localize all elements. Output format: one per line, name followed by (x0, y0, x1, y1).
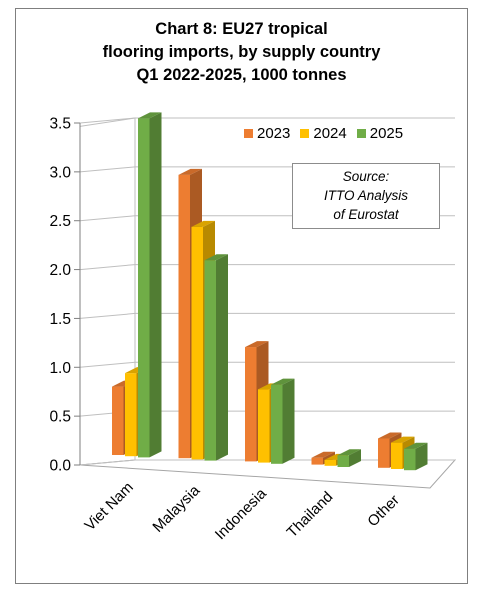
bar-malaysia-2025 (204, 254, 228, 461)
bar-top (378, 432, 402, 439)
legend-swatch-2025 (356, 129, 366, 138)
gridline-side (79, 215, 136, 222)
y-tick-label: 2.5 (49, 213, 71, 230)
bar-front (125, 373, 137, 457)
bar-indonesia-2025 (271, 378, 295, 464)
bar-top (337, 449, 361, 456)
gridline-side (79, 166, 136, 173)
bar-top (178, 168, 202, 175)
bar-top (404, 442, 428, 449)
bar-front (337, 455, 349, 467)
gridline-side (79, 264, 136, 271)
bar-front (404, 448, 416, 471)
gridline-side (79, 361, 136, 368)
bar-front (258, 389, 270, 463)
bar-side (415, 442, 428, 471)
gridline-side (79, 459, 136, 466)
source-line-3: of Eurostat (333, 207, 399, 222)
y-tick-label: 1.5 (49, 311, 71, 328)
x-tick-label-other: Other (364, 492, 403, 531)
y-axis-ticks: 0.0 0.5 1.0 1.5 2.0 2.5 3.0 3.5 (49, 116, 81, 475)
legend-item-2025: 2025 (356, 125, 404, 142)
bar-top (311, 451, 335, 458)
y-tick-label: 3.5 (49, 116, 71, 133)
bar-side (216, 254, 228, 461)
bar-top (138, 112, 162, 119)
y-tick-label: 2.0 (49, 262, 71, 279)
legend-swatch-2023 (244, 129, 253, 138)
bar-top (245, 341, 269, 348)
source-line-2: ITTO Analysis (323, 188, 409, 203)
bar-side (149, 112, 162, 458)
gridline-side (79, 117, 136, 124)
bar-front (324, 459, 336, 466)
bar-front (178, 174, 190, 459)
bars (112, 112, 428, 471)
legend-label-2023: 2023 (257, 125, 291, 142)
chart-title-line-1: Chart 8: EU27 tropical (155, 20, 328, 38)
bar-top (204, 254, 228, 261)
gridline-side (79, 312, 136, 319)
legend-item-2024: 2024 (300, 125, 347, 142)
chart-title: Chart 8: EU27 tropical flooring imports,… (15, 18, 468, 87)
legend: 2023 2024 2025 (244, 125, 403, 142)
chart-title-line-2: flooring imports, by supply country (102, 43, 381, 61)
bar-front (311, 457, 323, 465)
legend-item-2023: 2023 (244, 125, 290, 142)
chart-frame (15, 8, 468, 584)
bar-side (282, 378, 295, 464)
bar-front (191, 226, 203, 460)
bar-side (349, 449, 361, 467)
bar-front (138, 118, 150, 458)
legend-swatch-2024 (300, 129, 310, 138)
bar-top (391, 436, 415, 443)
y-tick-label: 0.0 (49, 458, 71, 475)
x-tick-label-malaysia: Malaysia (149, 482, 203, 536)
legend-label-2025: 2025 (369, 125, 404, 142)
chart-title-line-3: Q1 2022-2025, 1000 tonnes (136, 66, 347, 84)
y-tick-label: 1.0 (49, 360, 71, 377)
bar-front (391, 442, 403, 469)
legend-label-2024: 2024 (313, 125, 347, 142)
x-axis-ticks: Viet Nam Malaysia Indonesia Thailand Other (81, 479, 402, 543)
bar-front (271, 384, 283, 464)
x-tick-label-viet-nam: Viet Nam (81, 479, 136, 534)
x-tick-label-thailand: Thailand (284, 488, 337, 541)
bar-top (271, 378, 295, 385)
y-tick-label: 3.0 (49, 164, 71, 181)
bar-top (191, 220, 215, 227)
bar-front (245, 347, 257, 462)
bar-front (378, 438, 390, 468)
y-tick-label: 0.5 (49, 409, 71, 426)
bar-front (204, 260, 216, 461)
source-line-1: Source: (342, 169, 390, 184)
bar-other-2025 (404, 442, 428, 471)
bar-viet-nam-2025 (138, 112, 162, 458)
bar-front (112, 386, 124, 455)
bar-thailand-2025 (337, 449, 361, 467)
source-annotation: Source: ITTO Analysis of Eurostat (292, 163, 440, 229)
x-tick-label-indonesia: Indonesia (212, 485, 270, 543)
